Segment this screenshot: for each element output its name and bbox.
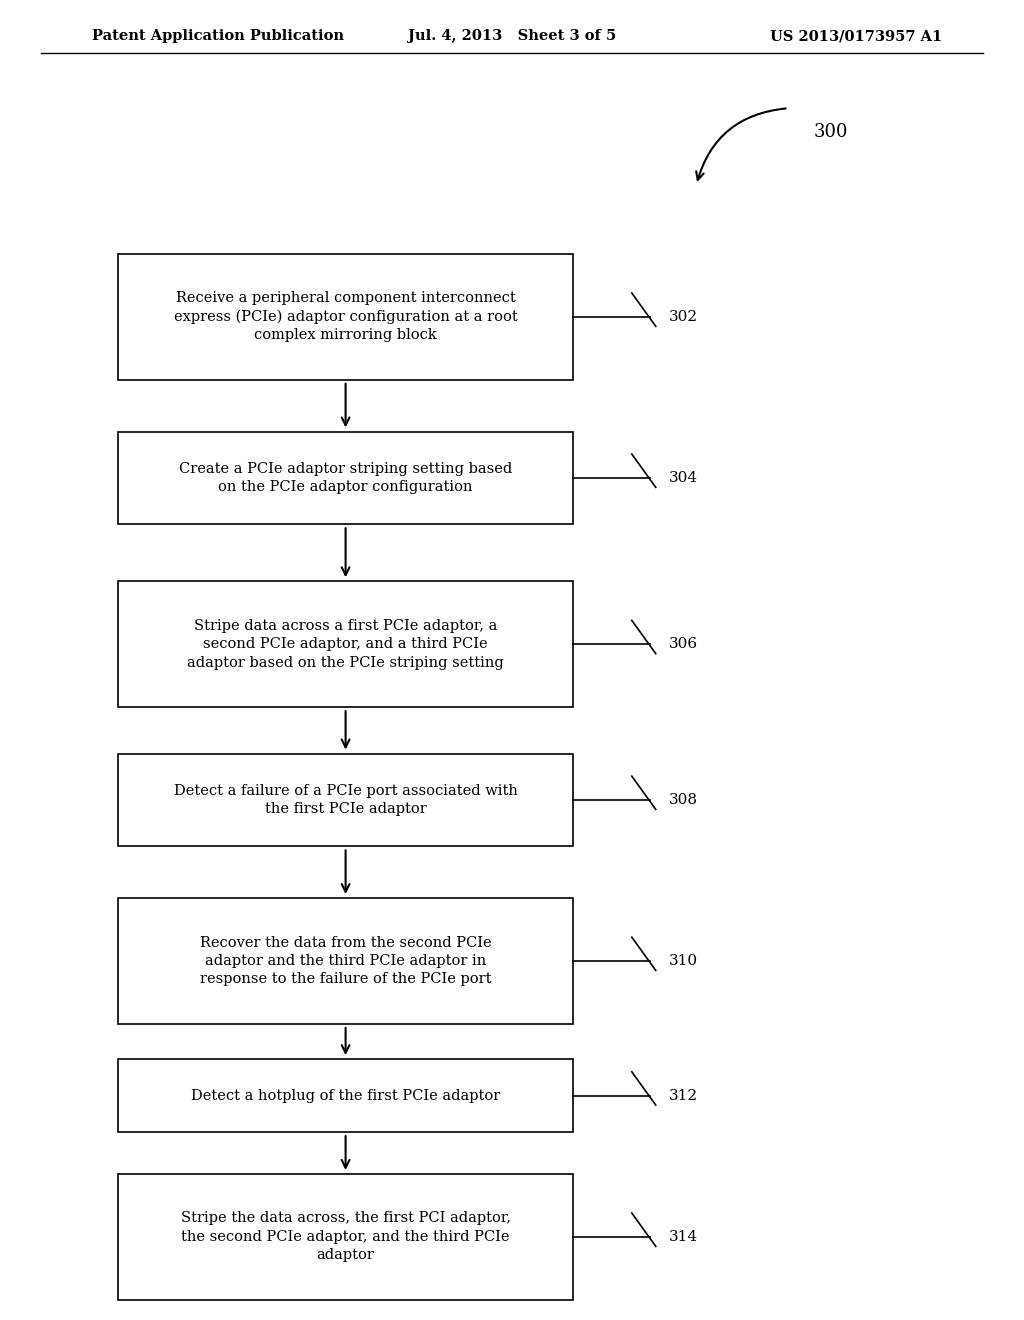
- Text: Stripe the data across, the first PCI adaptor,
the second PCIe adaptor, and the : Stripe the data across, the first PCI ad…: [180, 1212, 511, 1262]
- FancyBboxPatch shape: [118, 754, 573, 846]
- FancyBboxPatch shape: [118, 432, 573, 524]
- Text: 310: 310: [669, 954, 697, 968]
- Text: 314: 314: [669, 1230, 697, 1243]
- Text: Receive a peripheral component interconnect
express (PCIe) adaptor configuration: Receive a peripheral component interconn…: [174, 292, 517, 342]
- Text: Detect a hotplug of the first PCIe adaptor: Detect a hotplug of the first PCIe adapt…: [190, 1089, 501, 1102]
- FancyBboxPatch shape: [118, 1059, 573, 1131]
- Text: Stripe data across a first PCIe adaptor, a
second PCIe adaptor, and a third PCIe: Stripe data across a first PCIe adaptor,…: [187, 619, 504, 669]
- Text: 306: 306: [669, 638, 697, 651]
- Text: 302: 302: [669, 310, 697, 323]
- FancyArrowPatch shape: [696, 108, 785, 180]
- Text: Create a PCIe adaptor striping setting based
on the PCIe adaptor configuration: Create a PCIe adaptor striping setting b…: [179, 462, 512, 494]
- FancyBboxPatch shape: [118, 898, 573, 1024]
- Text: 300: 300: [814, 123, 849, 141]
- Text: Detect a failure of a PCIe port associated with
the first PCIe adaptor: Detect a failure of a PCIe port associat…: [174, 784, 517, 816]
- Text: Recover the data from the second PCIe
adaptor and the third PCIe adaptor in
resp: Recover the data from the second PCIe ad…: [200, 936, 492, 986]
- Text: 308: 308: [669, 793, 697, 807]
- Text: 312: 312: [669, 1089, 697, 1102]
- Text: Jul. 4, 2013   Sheet 3 of 5: Jul. 4, 2013 Sheet 3 of 5: [408, 29, 616, 44]
- Text: 304: 304: [669, 471, 697, 484]
- FancyBboxPatch shape: [118, 581, 573, 708]
- Text: Patent Application Publication: Patent Application Publication: [92, 29, 344, 44]
- FancyBboxPatch shape: [118, 1175, 573, 1299]
- Text: US 2013/0173957 A1: US 2013/0173957 A1: [770, 29, 942, 44]
- FancyBboxPatch shape: [118, 253, 573, 380]
